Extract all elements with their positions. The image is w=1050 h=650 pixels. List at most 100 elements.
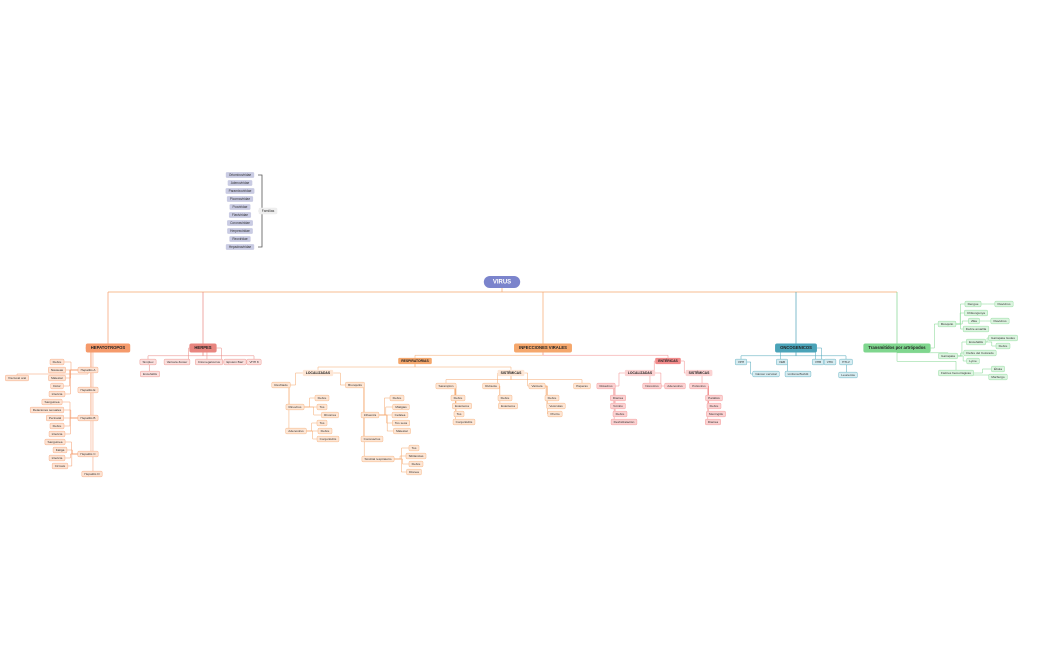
connector bbox=[957, 355, 967, 362]
node-box bbox=[227, 220, 253, 226]
connector bbox=[16, 372, 89, 376]
connector bbox=[147, 352, 204, 360]
node-box bbox=[85, 343, 131, 353]
node-box bbox=[316, 403, 328, 411]
node-box bbox=[610, 394, 626, 402]
connector bbox=[378, 414, 394, 432]
node-label: Varicela bbox=[532, 384, 543, 388]
node-box bbox=[408, 444, 420, 452]
node-box bbox=[48, 366, 66, 374]
node-label: Sincitial respiratorio bbox=[365, 457, 392, 461]
node-box bbox=[573, 382, 591, 390]
family-item: Picornaviridae bbox=[226, 196, 254, 202]
node-box bbox=[360, 411, 380, 419]
leaf-node: Fiebre amarilla bbox=[962, 325, 990, 333]
leaf-node: VHC bbox=[823, 358, 837, 366]
leaf-node: Fiebre bbox=[450, 394, 466, 402]
node-label: Flaviviridae bbox=[232, 213, 248, 217]
node-label: Encefalitis bbox=[143, 372, 158, 376]
node-label: VIRUS bbox=[493, 280, 511, 286]
connector bbox=[304, 397, 316, 408]
leaf-node: Vómito bbox=[610, 402, 626, 410]
node-label: Hepatitis B bbox=[81, 416, 96, 420]
connector bbox=[740, 352, 797, 360]
node-label: Relaciones sexuales bbox=[33, 408, 62, 412]
node-label: Lyme bbox=[969, 359, 977, 363]
section-node: SISTÉMICAS bbox=[497, 370, 525, 377]
node-box bbox=[937, 320, 957, 328]
node-label: Tos bbox=[320, 421, 325, 425]
node-box bbox=[642, 382, 662, 390]
connector bbox=[510, 376, 583, 384]
leaf-node: Fiebre bbox=[408, 460, 424, 468]
leaf-node: Tos seca bbox=[392, 419, 410, 427]
leaf-node: Cefalea bbox=[391, 411, 409, 419]
node-label: Sanguínea bbox=[45, 400, 60, 404]
node-box bbox=[77, 366, 99, 374]
family-item: Reoviridae bbox=[229, 236, 251, 242]
family-item: Poxviridae bbox=[229, 204, 251, 210]
node-box bbox=[228, 212, 252, 218]
node-label: Rubéola bbox=[485, 384, 497, 388]
node-box bbox=[246, 358, 262, 366]
node-box bbox=[345, 381, 365, 389]
node-label: Bronquitis bbox=[348, 383, 362, 387]
node-label: Zika bbox=[971, 319, 977, 323]
node-box bbox=[51, 462, 69, 470]
node-label: Coronaviridae bbox=[230, 221, 250, 225]
leaf-node: Fiebre bbox=[389, 394, 405, 402]
node-label: VHH 8 bbox=[249, 360, 258, 364]
leaf-node: Linfoma Burkitt bbox=[784, 370, 812, 378]
connector bbox=[63, 361, 79, 371]
node-label: Mialgias bbox=[395, 405, 407, 409]
section-node: LOCALIZADAS bbox=[302, 369, 334, 377]
connector bbox=[361, 384, 365, 460]
node-box bbox=[452, 418, 476, 426]
node-label: Linfoma Burkitt bbox=[788, 372, 809, 376]
connector bbox=[306, 422, 317, 432]
leaf-node: Prurito bbox=[547, 410, 563, 418]
leaf-node: Conjuntivitis bbox=[452, 418, 476, 426]
node-label: Marburgo bbox=[991, 375, 1005, 379]
node-label: VHB bbox=[815, 360, 821, 364]
node-label: Hepatitis D bbox=[84, 472, 100, 476]
leaf-node: Fiebre bbox=[49, 358, 65, 366]
leaf-node: Sibilancias bbox=[405, 452, 427, 460]
leaf-node: Vesículas bbox=[546, 402, 566, 410]
family-item: Flaviviridae bbox=[228, 212, 252, 218]
node-label: Fiebre bbox=[412, 462, 421, 466]
node-box bbox=[393, 427, 411, 435]
node-box bbox=[391, 411, 409, 419]
node-box bbox=[839, 358, 853, 366]
node-label: Exantema bbox=[455, 404, 469, 408]
node-box bbox=[453, 410, 465, 418]
leaf-node: Ictericia bbox=[48, 390, 66, 398]
node-box bbox=[863, 343, 931, 353]
node-box bbox=[408, 460, 424, 468]
node-label: Ictericia bbox=[52, 392, 63, 396]
connector bbox=[63, 417, 78, 427]
node-label: Rotavirus bbox=[599, 384, 613, 388]
node-box bbox=[991, 365, 1005, 373]
node-label: Fiebre bbox=[501, 396, 510, 400]
branch-node: INFECCIONES VIRALES bbox=[514, 343, 572, 353]
node-box bbox=[514, 343, 572, 353]
node-label: Deshidratación bbox=[614, 420, 635, 424]
node-box bbox=[483, 276, 521, 288]
leaf-node: Resfriado bbox=[271, 381, 291, 389]
node-box bbox=[406, 468, 422, 476]
node-label: Rinorrea bbox=[324, 413, 336, 417]
node-label: Ictericia bbox=[52, 456, 63, 460]
family-item: Paramixoviridae bbox=[225, 188, 255, 194]
connector bbox=[317, 364, 416, 370]
node-label: Diarrea bbox=[708, 420, 718, 424]
node-box bbox=[450, 394, 466, 402]
node-label: Encefalitis bbox=[969, 340, 984, 344]
leaf-node: Sanguínea bbox=[44, 438, 66, 446]
leaf-node: Cáncer cervical bbox=[752, 370, 780, 378]
node-label: Norovirus bbox=[645, 384, 659, 388]
leaf-node: Paperas bbox=[573, 382, 591, 390]
node-box bbox=[285, 427, 307, 435]
leaf-node: Parálisis bbox=[705, 394, 723, 402]
connector bbox=[394, 458, 407, 473]
